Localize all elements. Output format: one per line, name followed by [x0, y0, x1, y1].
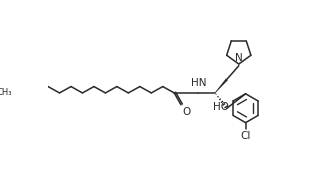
Text: N: N: [235, 53, 243, 63]
Text: O: O: [183, 107, 191, 117]
Text: HN: HN: [191, 78, 207, 88]
Text: HO: HO: [213, 102, 229, 112]
Text: Cl: Cl: [240, 131, 251, 141]
Polygon shape: [215, 78, 228, 93]
Text: CH₃: CH₃: [0, 88, 12, 97]
